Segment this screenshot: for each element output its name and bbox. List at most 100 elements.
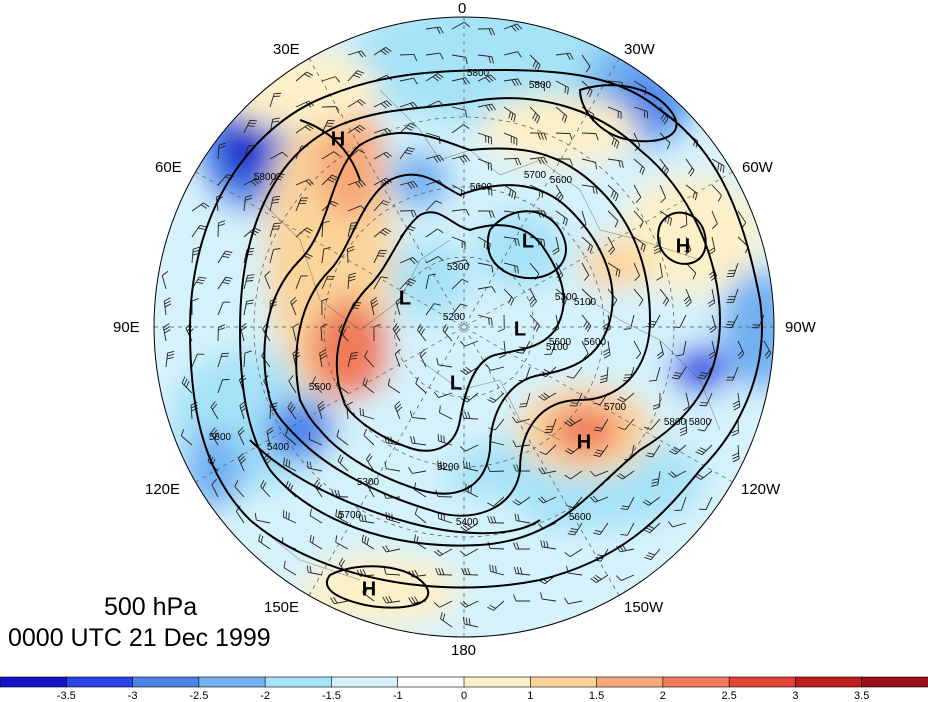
wind-barb <box>269 195 281 212</box>
wind-barb <box>513 566 531 576</box>
colorbar-tick-label: -3 <box>127 690 138 702</box>
wind-barb <box>581 236 593 253</box>
wind-barb <box>633 288 644 307</box>
anomaly-region <box>220 50 380 130</box>
wind-barb <box>408 467 427 474</box>
wind-barb <box>652 392 661 410</box>
low-pressure-marker: L <box>514 318 526 340</box>
wind-barb <box>217 250 233 264</box>
wind-barb <box>477 103 496 112</box>
wind-barb <box>240 323 248 342</box>
wind-barb <box>416 323 427 342</box>
wind-barb <box>593 444 609 457</box>
wind-barb <box>477 210 495 218</box>
wind-barb <box>709 314 717 334</box>
wind-barb <box>487 600 505 611</box>
colorbar-swatch <box>198 676 266 688</box>
wind-barb <box>732 392 741 411</box>
wind-barb <box>732 444 740 463</box>
wind-barb <box>288 375 297 394</box>
wind-barb <box>373 249 387 264</box>
wind-barb <box>503 51 522 58</box>
wind-barb <box>336 429 349 446</box>
wind-barb <box>581 262 590 281</box>
anomaly-region <box>223 120 267 180</box>
colorbar-tick-label: 1 <box>527 690 534 702</box>
wind-barb <box>384 461 401 472</box>
wind-barb <box>698 496 713 511</box>
wind-barb <box>711 158 725 173</box>
wind-barb <box>685 158 695 177</box>
coastline <box>259 199 451 331</box>
anomaly-region <box>300 555 460 625</box>
contour-value-label: 5600 <box>569 512 592 523</box>
wind-barb <box>617 392 635 403</box>
wind-barb <box>528 288 537 307</box>
wind-barb <box>567 522 583 536</box>
wind-barb <box>737 340 745 360</box>
wind-barb <box>697 418 713 432</box>
wind-barb <box>439 405 453 420</box>
wind-barb <box>581 314 592 333</box>
wind-barb <box>459 340 479 347</box>
wind-barb <box>266 427 274 446</box>
wind-barb <box>434 548 453 557</box>
wind-barb <box>419 349 427 368</box>
wind-barb <box>290 296 298 316</box>
wind-barb <box>191 202 210 212</box>
wind-barb <box>460 522 479 532</box>
height-contour <box>299 119 361 181</box>
height-contour <box>657 211 707 265</box>
wind-barb <box>555 210 568 226</box>
wind-barb <box>503 106 516 122</box>
wind-barb <box>477 132 493 145</box>
anomaly-region <box>720 270 774 390</box>
wind-barb <box>217 352 230 368</box>
colorbar-tick-label: 2.5 <box>721 690 737 702</box>
contour-value-label: 5100 <box>574 297 597 308</box>
wind-barb <box>529 156 548 165</box>
wind-barb <box>503 184 517 200</box>
colorbar-swatch <box>861 676 928 688</box>
wind-barb <box>365 453 375 472</box>
wind-barb <box>633 106 649 119</box>
wind-barb <box>399 257 419 264</box>
wind-barb <box>306 565 323 576</box>
wind-barb <box>451 259 470 266</box>
wind-barb <box>283 457 297 472</box>
wind-barb <box>451 124 470 134</box>
wind-barb <box>295 179 315 187</box>
wind-barb <box>593 418 609 432</box>
wind-barb <box>321 220 330 238</box>
wind-barb <box>210 401 219 420</box>
wind-barb <box>425 256 444 264</box>
wind-barb <box>295 227 313 238</box>
wind-barb <box>237 426 245 446</box>
wind-barb <box>217 142 226 160</box>
wind-barb <box>373 100 392 109</box>
contour-value-label: 5300 <box>447 262 470 273</box>
wind-barb <box>358 513 375 524</box>
wind-barb <box>394 348 401 368</box>
wind-barb <box>415 376 427 394</box>
contour-value-label: 5800 <box>664 417 687 428</box>
wind-barb <box>644 418 661 430</box>
wind-barb <box>347 245 355 264</box>
wind-barb <box>243 350 252 368</box>
wind-barb <box>363 428 375 446</box>
wind-barb <box>676 340 687 357</box>
colorbar-swatch <box>728 676 797 688</box>
wind-barb <box>555 158 573 166</box>
lon-label-180: 180 <box>451 642 477 659</box>
wind-barb <box>243 299 254 316</box>
contour-value-label: 5600 <box>550 175 573 186</box>
wind-barb <box>308 432 323 446</box>
wind-barb <box>234 480 245 498</box>
wind-barb <box>697 366 713 380</box>
wind-barb <box>191 224 207 238</box>
wind-barb <box>667 521 687 528</box>
wind-barb <box>264 270 271 290</box>
wind-barb <box>699 392 713 407</box>
wind-barb <box>347 272 356 290</box>
wind-barb <box>489 564 505 576</box>
